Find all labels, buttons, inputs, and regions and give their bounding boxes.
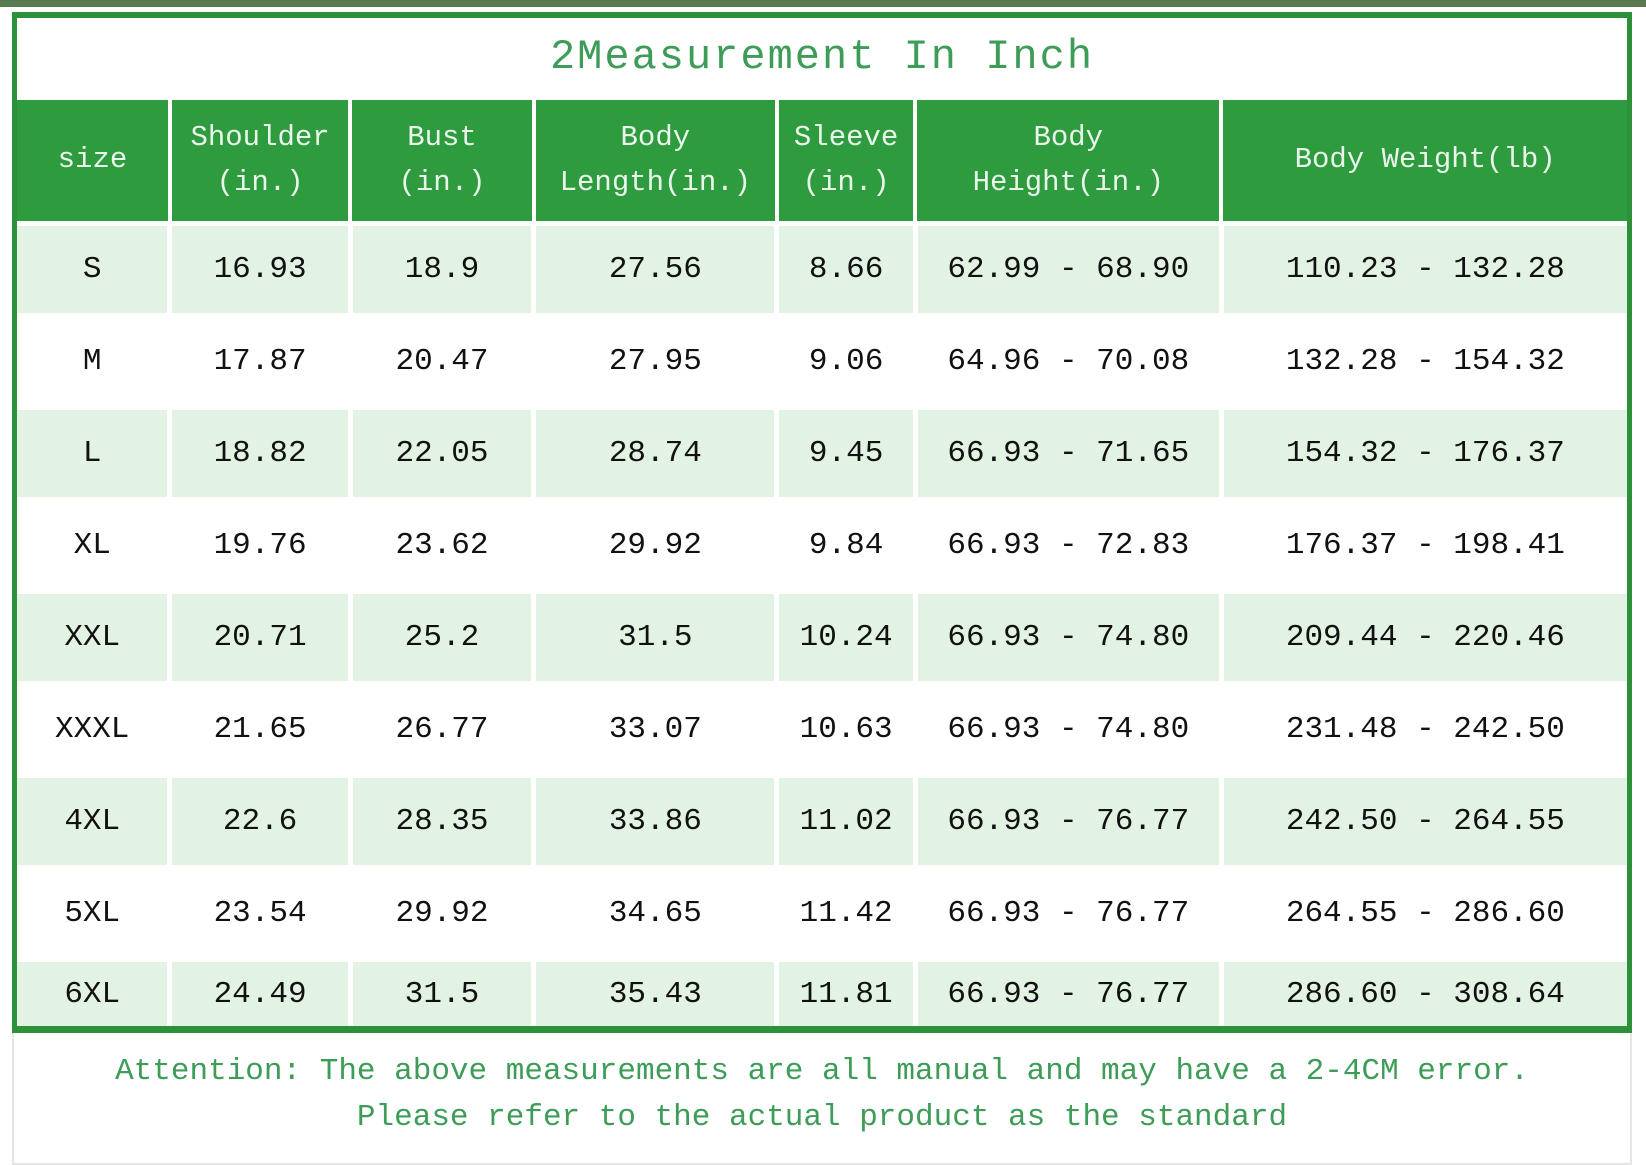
measurement-cell: 9.06 [774,313,916,408]
measurement-cell: 62.99 - 68.90 [912,221,1222,316]
attention-note-line2: Please refer to the actual product as th… [356,1100,1288,1135]
measurement-cell: 66.93 - 74.80 [912,589,1222,684]
table-row: S 16.93 18.9 27.56 8.66 62.99 - 68.90 110.23 -… [17,221,1627,316]
size-cell: 5XL [17,865,170,960]
measurement-cell: 66.93 - 72.83 [912,497,1222,592]
size-cell: XXXL [17,681,170,776]
measurement-cell: 11.02 [774,773,916,868]
measurement-cell: 176.37 - 198.41 [1218,497,1627,592]
measurement-cell: 18.9 [347,221,534,316]
measurement-cell: 66.93 - 76.77 [912,865,1222,960]
measurement-cell: 20.71 [167,589,351,684]
measurement-cell: 17.87 [167,313,351,408]
header-cell-shoulder: Shoulder (in.) [167,95,351,224]
header-cell-body-height: Body Height(in.) [913,95,1222,224]
page-top-strip [0,0,1646,7]
size-table: size Shoulder (in.) Bust (in.) Body Leng… [17,95,1627,1026]
table-row: 5XL 23.54 29.92 34.65 11.42 66.93 - 76.77 264.… [17,865,1627,960]
table-header-row: size Shoulder (in.) Bust (in.) Body Leng… [17,95,1627,224]
measurement-cell: 66.93 - 71.65 [912,405,1222,500]
measurement-cell: 209.44 - 220.46 [1218,589,1627,684]
measurement-cell: 231.48 - 242.50 [1218,681,1627,776]
table-body: S 16.93 18.9 27.56 8.66 62.99 - 68.90 110.23 -… [17,221,1627,1026]
measurement-cell: 242.50 - 264.55 [1218,773,1627,868]
size-cell: XL [17,497,170,592]
measurement-cell: 31.5 [531,589,777,684]
table-row: M 17.87 20.47 27.95 9.06 64.96 - 70.08 132.28 … [17,313,1627,408]
measurement-cell: 20.47 [347,313,534,408]
measurement-cell: 28.74 [531,405,777,500]
measurement-cell: 26.77 [347,681,534,776]
size-cell: 4XL [17,773,170,868]
measurement-cell: 23.54 [167,865,351,960]
measurement-cell: 11.42 [774,865,916,960]
size-cell: M [17,313,170,408]
measurement-cell: 8.66 [774,221,916,316]
title-row: 2Measurement In Inch [17,18,1627,95]
measurement-cell: 31.5 [347,957,534,1026]
measurement-cell: 22.05 [347,405,534,500]
measurement-cell: 29.92 [347,865,534,960]
measurement-cell: 64.96 - 70.08 [912,313,1222,408]
measurement-cell: 19.76 [167,497,351,592]
measurement-cell: 33.07 [531,681,777,776]
measurement-cell: 110.23 - 132.28 [1218,221,1627,316]
header-cell-size: size [17,95,170,224]
page-title: 2Measurement In Inch [549,32,1095,81]
table-row: XXXL 21.65 26.77 33.07 10.63 66.93 - 74.80 231… [17,681,1627,776]
size-cell: S [17,221,170,316]
size-cell: XXL [17,589,170,684]
table-row: 4XL 22.6 28.35 33.86 11.02 66.93 - 76.77 242.5… [17,773,1627,868]
measurement-cell: 16.93 [167,221,351,316]
measurement-cell: 34.65 [531,865,777,960]
measurement-cell: 66.93 - 76.77 [912,773,1222,868]
header-cell-body-weight: Body Weight(lb) [1219,95,1627,224]
measurement-cell: 154.32 - 176.37 [1218,405,1627,500]
measurement-cell: 33.86 [531,773,777,868]
attention-note: Attention: The above measurements are al… [12,1033,1632,1165]
header-cell-sleeve: Sleeve (in.) [774,95,916,224]
measurement-cell: 132.28 - 154.32 [1218,313,1627,408]
header-cell-body-length: Body Length(in.) [531,95,777,224]
measurement-cell: 66.93 - 76.77 [912,957,1222,1026]
measurement-cell: 286.60 - 308.64 [1218,957,1627,1026]
measurement-cell: 27.56 [531,221,777,316]
table-row: 6XL 24.49 31.5 35.43 11.81 66.93 - 76.77 286.6… [17,957,1627,1026]
size-cell: 6XL [17,957,170,1026]
measurement-cell: 9.84 [774,497,916,592]
measurement-cell: 22.6 [167,773,351,868]
measurement-cell: 11.81 [774,957,916,1026]
measurement-cell: 66.93 - 74.80 [912,681,1222,776]
header-cell-bust: Bust (in.) [348,95,534,224]
measurement-cell: 9.45 [774,405,916,500]
size-cell: L [17,405,170,500]
size-chart: 2Measurement In Inch size Shoulder (in.)… [12,12,1632,1165]
measurement-cell: 10.63 [774,681,916,776]
measurement-cell: 23.62 [347,497,534,592]
attention-note-line1: Attention: The above measurements are al… [115,1054,1529,1089]
size-chart-frame: 2Measurement In Inch size Shoulder (in.)… [12,12,1632,1033]
measurement-cell: 18.82 [167,405,351,500]
table-row: L 18.82 22.05 28.74 9.45 66.93 - 71.65 154.32 … [17,405,1627,500]
measurement-cell: 27.95 [531,313,777,408]
measurement-cell: 35.43 [531,957,777,1026]
measurement-cell: 25.2 [347,589,534,684]
measurement-cell: 29.92 [531,497,777,592]
measurement-cell: 28.35 [347,773,534,868]
table-row: XL 19.76 23.62 29.92 9.84 66.93 - 72.83 176.37… [17,497,1627,592]
measurement-cell: 21.65 [167,681,351,776]
measurement-cell: 10.24 [774,589,916,684]
table-row: XXL 20.71 25.2 31.5 10.24 66.93 - 74.80 209.44… [17,589,1627,684]
measurement-cell: 24.49 [167,957,351,1026]
measurement-cell: 264.55 - 286.60 [1218,865,1627,960]
